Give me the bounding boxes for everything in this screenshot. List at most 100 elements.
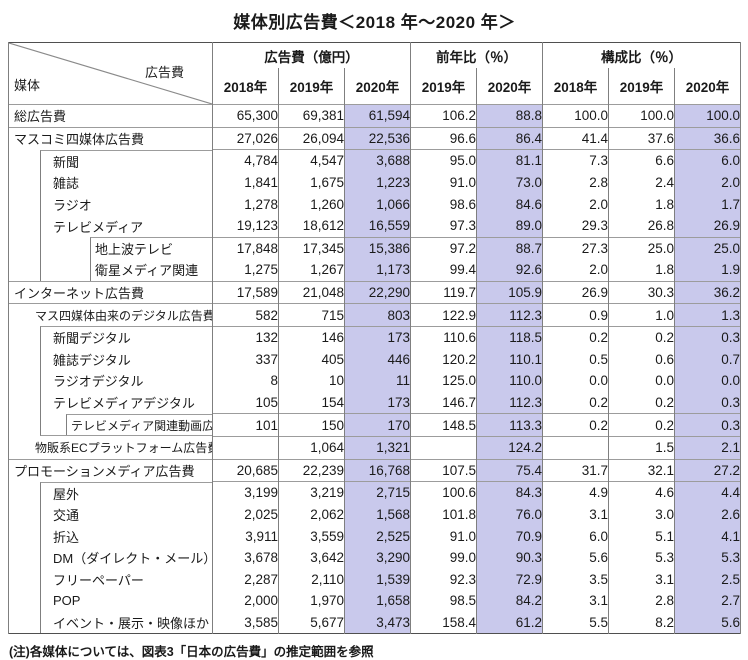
value-cell: 106.2: [410, 104, 478, 128]
value-cell: 0.3: [674, 391, 742, 414]
value-cell: 65,300: [212, 104, 279, 128]
table-row: マスコミ四媒体広告費 27,026 26,094 22,536 96.6 86.4 41.4…: [8, 126, 742, 150]
table-row: 屋外 3,199 3,219 2,715 100.6 84.3 4.9 4.6 4.4: [8, 481, 742, 504]
value-cell: 122.9: [410, 303, 478, 327]
value-cell: 3,290: [343, 546, 412, 569]
value-cell: 3,642: [278, 546, 345, 569]
row-label: 衛星メディア関連: [95, 263, 199, 279]
value-cell: 26.8: [608, 214, 676, 238]
table-row: 衛星メディア関連 1,275 1,267 1,173 99.4 92.6 2.0 1.8 1.9: [8, 259, 742, 282]
footnote: (注)各媒体については、図表3「日本の広告費」の推定範囲を参照: [9, 645, 374, 660]
value-cell: 16,559: [343, 214, 412, 238]
table-row: POP 2,000 1,970 1,658 98.5 84.2 3.1 2.8 2.7: [8, 590, 742, 612]
row-label: プロモーションメディア広告費: [14, 464, 195, 480]
table-row: 地上波テレビ 17,848 17,345 15,386 97.2 88.7 27.3 25.0…: [8, 236, 742, 260]
value-cell: 3.0: [608, 503, 676, 526]
value-cell: 86.4: [476, 126, 544, 150]
value-cell: 92.6: [476, 259, 544, 282]
row-label: 屋外: [53, 486, 80, 502]
value-cell: 0.2: [542, 325, 610, 349]
value-cell: 26.9: [674, 214, 742, 238]
value-cell: 0.6: [608, 348, 676, 371]
row-label-cell: マスコミ四媒体広告費: [8, 126, 213, 150]
value-cell: 2.8: [608, 590, 676, 612]
value-cell: 125.0: [410, 370, 478, 392]
value-cell: 2,025: [212, 503, 279, 526]
value-cell: 120.2: [410, 348, 478, 371]
value-cell: 100.0: [674, 104, 742, 128]
value-cell: 1,970: [278, 590, 345, 612]
row-label-cell: 雑誌: [8, 171, 213, 194]
group-header-cell: 前年比（％）: [410, 42, 544, 68]
value-cell: 17,345: [278, 236, 345, 260]
table-row: DM（ダイレクト・メール） 3,678 3,642 3,290 99.0 90.3 5.6 5…: [8, 546, 742, 569]
value-cell: 84.6: [476, 193, 544, 215]
value-cell: 2,000: [212, 590, 279, 612]
table-body: 総広告費 65,300 69,381 61,594 106.2 88.8 100.0 100.…: [8, 104, 742, 634]
value-cell: 112.3: [476, 391, 544, 414]
table-header: 広告費 媒体 広告費（億円） 前年比（％） 構成比（％） 2018年 2019年 2020年 2…: [8, 42, 742, 105]
value-cell: 97.2: [410, 236, 478, 260]
value-cell: 100.0: [542, 104, 610, 128]
value-cell: 4.9: [542, 481, 610, 504]
value-cell: 0.3: [674, 413, 742, 437]
indent-box: ラジオ: [40, 193, 212, 215]
value-cell: 110.0: [476, 370, 544, 392]
row-label-cell: マス四媒体由来のデジタル広告費: [8, 303, 213, 327]
value-cell: 61.2: [476, 611, 544, 634]
row-label-cell: 屋外: [8, 481, 213, 504]
value-cell: 6.0: [542, 525, 610, 547]
row-label-cell: インターネット広告費: [8, 280, 213, 304]
value-cell: 1,267: [278, 259, 345, 282]
value-cell: 3,219: [278, 481, 345, 504]
row-label: フリーペーパー: [53, 572, 144, 588]
value-cell: 2,110: [278, 568, 345, 591]
value-cell: 72.9: [476, 568, 544, 591]
value-cell: 5.6: [542, 546, 610, 569]
indent-box: 新聞デジタル: [40, 326, 212, 349]
value-cell: 21,048: [278, 280, 345, 304]
value-cell: 95.0: [410, 149, 478, 172]
value-cell: 1.9: [674, 259, 742, 282]
value-cell: 69,381: [278, 104, 345, 128]
value-cell: 88.8: [476, 104, 544, 128]
value-cell: 97.3: [410, 214, 478, 238]
value-cell: 88.7: [476, 236, 544, 260]
value-cell: 3,199: [212, 481, 279, 504]
indent-box: POP: [40, 590, 212, 612]
year-header-cell: 2019年: [608, 68, 676, 105]
row-label-cell: 物販系ECプラットフォーム広告費: [8, 436, 213, 459]
value-cell: 30.3: [608, 280, 676, 304]
indent-box-video: テレビメディア関連動画広告: [66, 413, 212, 436]
value-cell: 337: [212, 348, 279, 371]
value-cell: 6.6: [608, 149, 676, 172]
indent-box: 地上波テレビ: [40, 237, 212, 260]
row-label-cell: 交通: [8, 503, 213, 526]
value-cell: 173: [343, 391, 412, 414]
ad-cost-table: 広告費 媒体 広告費（億円） 前年比（％） 構成比（％） 2018年 2019年 2020年 2…: [8, 42, 742, 635]
row-label: 物販系ECプラットフォーム広告費: [35, 440, 213, 455]
year-header-cell: 2020年: [476, 68, 544, 105]
row-label-cell: 新聞: [8, 149, 213, 172]
value-cell: 0.2: [542, 391, 610, 414]
indent-box: 新聞: [40, 149, 212, 172]
value-cell: 96.6: [410, 126, 478, 150]
value-cell: 27.3: [542, 236, 610, 260]
value-cell: 37.6: [608, 126, 676, 150]
row-label: 総広告費: [14, 109, 67, 125]
row-label: POP: [53, 593, 81, 609]
row-label: マス四媒体由来のデジタル広告費: [35, 308, 213, 323]
table-row: テレビメディアデジタル 105 154 173 146.7 112.3 0.2 0.2 0.3: [8, 391, 742, 414]
value-cell: 101.8: [410, 503, 478, 526]
row-label: 雑誌: [53, 176, 80, 192]
value-cell: 0.0: [608, 370, 676, 392]
value-cell: 99.4: [410, 259, 478, 282]
value-cell: 3.1: [608, 568, 676, 591]
value-cell: 4.1: [674, 525, 742, 547]
value-cell: 446: [343, 348, 412, 371]
row-label: マスコミ四媒体広告費: [14, 132, 145, 148]
value-cell: 25.0: [608, 236, 676, 260]
row-label: イベント・展示・映像ほか: [53, 615, 210, 631]
value-cell: 2.0: [542, 193, 610, 215]
